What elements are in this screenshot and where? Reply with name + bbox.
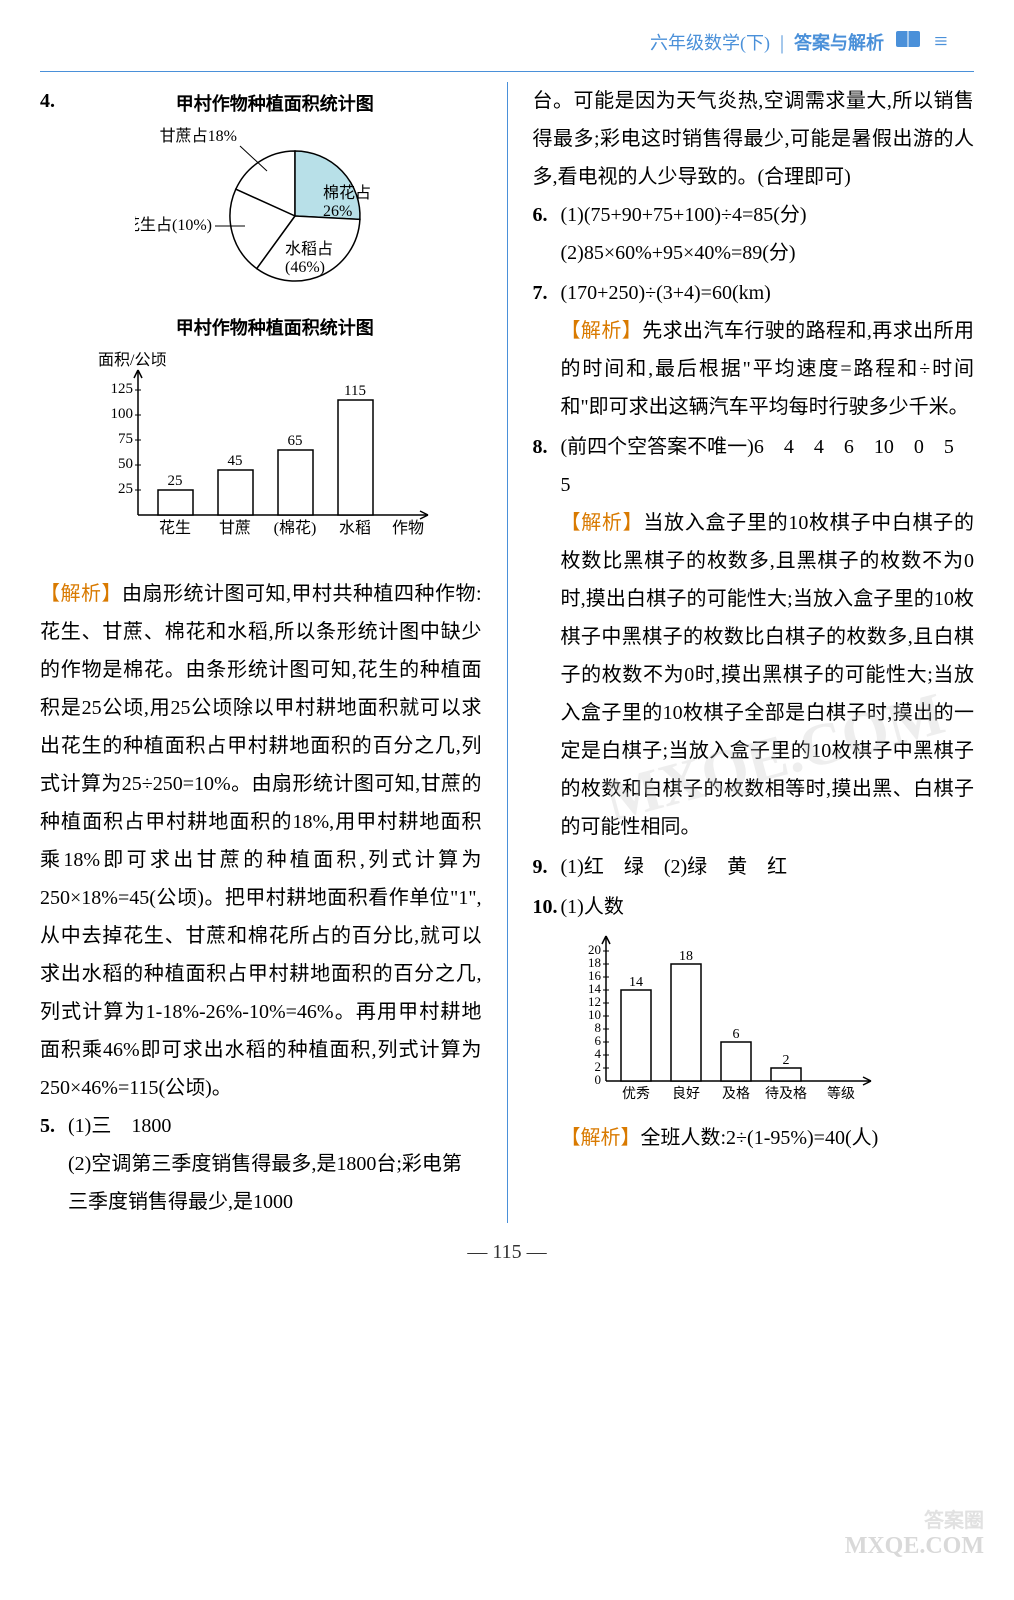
- page-header: 六年级数学(下) | 答案与解析: [40, 20, 974, 72]
- pie-chart-title: 甲村作物种植面积统计图: [68, 87, 482, 121]
- q4-number: 4.: [40, 82, 68, 573]
- svg-text:25: 25: [118, 481, 133, 497]
- svg-text:6: 6: [732, 1027, 739, 1042]
- pie-chart: 甘蔗占18% 棉花占 26% 水稻占 (46%) 花生占(10%): [68, 126, 482, 306]
- question-8: 8. (前四个空答案不唯一)6 4 4 6 10 0 5 5 【解析】当放入盒子…: [533, 428, 975, 846]
- svg-text:甘蔗占18%: 甘蔗占18%: [159, 127, 236, 145]
- svg-text:优秀: 优秀: [622, 1086, 650, 1102]
- header-title: 答案与解析: [794, 26, 884, 60]
- bar-chart-q10: 0 2 4 6 8 10 12 14 16 18 20 14 18: [561, 926, 975, 1119]
- header-lines-icon: [934, 20, 974, 66]
- q7-answer: (170+250)÷(3+4)=60(km): [561, 274, 975, 312]
- q10-analysis-text: 全班人数:2÷(1-95%)=40(人): [641, 1127, 879, 1149]
- question-9: 9. (1)红 绿 (2)绿 黄 红: [533, 848, 975, 886]
- svg-text:14: 14: [588, 981, 602, 996]
- content-columns: 4. 甲村作物种植面积统计图 甘蔗占18% 棉花占: [40, 82, 974, 1223]
- svg-text:18: 18: [679, 949, 693, 964]
- question-6: 6. (1)(75+90+75+100)÷4=85(分) (2)85×60%+9…: [533, 196, 975, 272]
- analysis-label: 【解析】: [561, 320, 643, 342]
- svg-text:花生占(10%): 花生占(10%): [135, 216, 212, 234]
- q8-answer: (前四个空答案不唯一)6 4 4 6 10 0 5 5: [561, 428, 975, 504]
- svg-text:良好: 良好: [672, 1086, 700, 1102]
- svg-text:100: 100: [111, 406, 134, 422]
- svg-text:50: 50: [118, 456, 133, 472]
- svg-text:水稻占: 水稻占: [285, 240, 333, 258]
- q4-analysis-text: 由扇形统计图可知,甲村共种植四种作物:花生、甘蔗、棉花和水稻,所以条形统计图中缺…: [40, 583, 482, 1099]
- watermark-corner-top: 答案圈: [924, 1502, 984, 1540]
- q8-analysis-text: 当放入盒子里的10枚棋子中白棋子的枚数比黑棋子的枚数多,且黑棋子的枚数不为0时,…: [561, 512, 975, 838]
- analysis-label: 【解析】: [561, 512, 644, 534]
- q8-number: 8.: [533, 428, 561, 846]
- svg-text:待及格: 待及格: [765, 1086, 807, 1102]
- svg-text:甘蔗: 甘蔗: [219, 519, 251, 537]
- svg-text:16: 16: [588, 968, 602, 983]
- q7-number: 7.: [533, 274, 561, 426]
- bar-chart-title: 甲村作物种植面积统计图: [68, 311, 482, 345]
- bar-chart-q4: 面积/公顷 25 50 75 100 125 25 45: [88, 350, 482, 563]
- svg-text:2: 2: [782, 1053, 789, 1068]
- svg-text:水稻: 水稻: [339, 519, 371, 537]
- column-divider: [507, 82, 508, 1223]
- svg-text:4: 4: [594, 1046, 601, 1061]
- left-column: 4. 甲村作物种植面积统计图 甘蔗占18% 棉花占: [40, 82, 482, 1223]
- svg-text:12: 12: [588, 994, 601, 1009]
- svg-text:面积/公顷: 面积/公顷: [98, 351, 166, 369]
- page-number: 115: [40, 1233, 974, 1271]
- svg-text:2: 2: [594, 1059, 601, 1074]
- svg-text:115: 115: [344, 383, 366, 399]
- header-separator: |: [780, 24, 784, 62]
- header-subject: 六年级数学(下): [650, 26, 770, 60]
- svg-text:45: 45: [228, 453, 243, 469]
- question-5: 5. (1)三 1800 (2)空调第三季度销售得最多,是1800台;彩电第三季…: [40, 1107, 482, 1221]
- svg-text:棉花占: 棉花占: [323, 184, 371, 202]
- svg-text:125: 125: [111, 381, 134, 397]
- svg-text:作物: 作物: [392, 519, 424, 537]
- q9-answer: (1)红 绿 (2)绿 黄 红: [561, 848, 975, 886]
- svg-text:等级: 等级: [827, 1085, 855, 1102]
- svg-text:25: 25: [168, 473, 183, 489]
- svg-text:14: 14: [629, 975, 643, 990]
- question-10: 10. (1)人数 0 2 4 6 8 10: [533, 888, 975, 1157]
- question-7: 7. (170+250)÷(3+4)=60(km) 【解析】先求出汽车行驶的路程…: [533, 274, 975, 426]
- svg-text:花生: 花生: [159, 519, 191, 537]
- q5-number: 5.: [40, 1107, 68, 1221]
- analysis-label: 【解析】: [561, 1127, 641, 1149]
- q9-number: 9.: [533, 848, 561, 886]
- svg-text:8: 8: [594, 1020, 601, 1035]
- q10-part1: (1)人数: [561, 888, 975, 926]
- svg-text:65: 65: [288, 433, 303, 449]
- analysis-label: 【解析】: [40, 583, 122, 605]
- q10-number: 10.: [533, 888, 561, 1157]
- svg-text:6: 6: [594, 1033, 601, 1048]
- q6-number: 6.: [533, 196, 561, 272]
- svg-text:及格: 及格: [722, 1086, 750, 1102]
- q5-part1: (1)三 1800: [68, 1107, 482, 1145]
- svg-text:20: 20: [588, 942, 601, 957]
- q6-part1: (1)(75+90+75+100)÷4=85(分): [561, 196, 975, 234]
- q4-analysis: 【解析】由扇形统计图可知,甲村共种植四种作物:花生、甘蔗、棉花和水稻,所以条形统…: [40, 575, 482, 1107]
- book-icon: [894, 24, 924, 62]
- question-4: 4. 甲村作物种植面积统计图 甘蔗占18% 棉花占: [40, 82, 482, 573]
- right-column: 台。可能是因为天气炎热,空调需求量大,所以销售得最多;彩电这时销售得最少,可能是…: [533, 82, 975, 1223]
- svg-text:10: 10: [588, 1007, 601, 1022]
- svg-text:0: 0: [594, 1072, 601, 1087]
- q5-part2: (2)空调第三季度销售得最多,是1800台;彩电第三季度销售得最少,是1000: [68, 1145, 482, 1221]
- svg-text:75: 75: [118, 431, 133, 447]
- svg-text:18: 18: [588, 955, 601, 970]
- svg-text:26%: 26%: [323, 203, 352, 220]
- svg-text:(46%): (46%): [285, 259, 325, 276]
- watermark-corner-bottom: MXQE.COM: [845, 1524, 984, 1570]
- svg-text:(棉花): (棉花): [274, 519, 317, 537]
- q6-part2: (2)85×60%+95×40%=89(分): [561, 234, 975, 272]
- q5-continuation: 台。可能是因为天气炎热,空调需求量大,所以销售得最多;彩电这时销售得最少,可能是…: [533, 82, 975, 196]
